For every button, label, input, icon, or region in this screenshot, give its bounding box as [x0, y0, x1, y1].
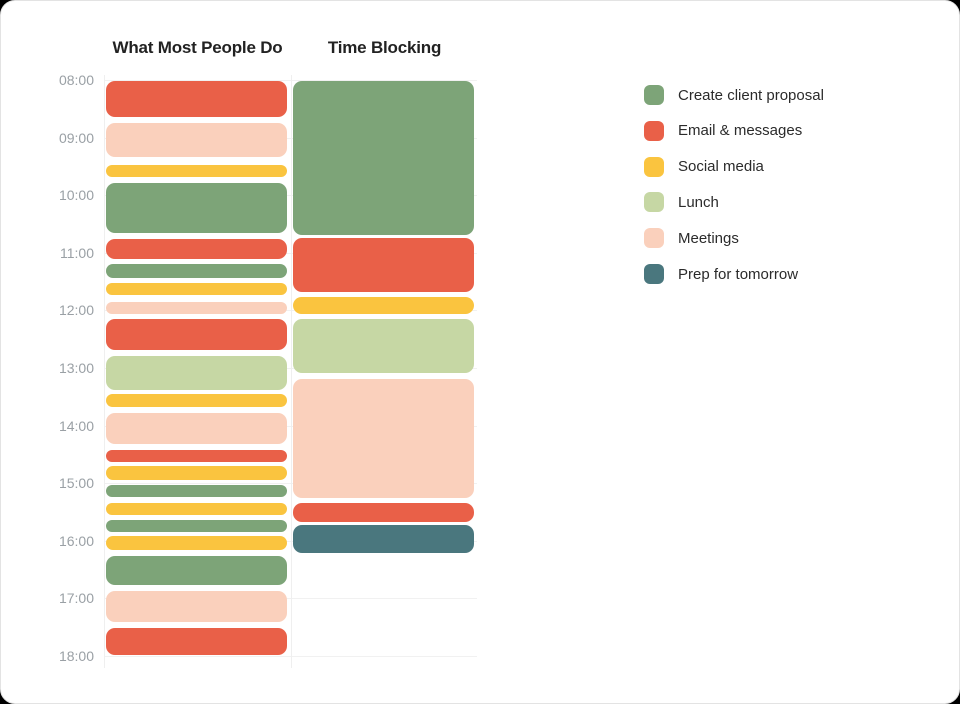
axis-column-divider — [104, 75, 105, 668]
legend-item: Social media — [644, 149, 764, 185]
legend-item: Create client proposal — [644, 77, 824, 113]
event-block — [106, 239, 287, 259]
time-label: 15:00 — [58, 475, 94, 492]
time-label: 11:00 — [60, 244, 94, 261]
event-block — [106, 556, 287, 585]
event-block — [293, 81, 474, 235]
hour-gridline — [104, 252, 477, 254]
event-block — [106, 81, 287, 118]
event-block — [106, 164, 287, 177]
time-label: 10:00 — [58, 187, 94, 204]
legend-item-label: Create client proposal — [678, 86, 824, 104]
legend-item: Lunch — [644, 184, 719, 220]
event-block — [293, 238, 474, 293]
column-divider — [291, 75, 292, 668]
legend-color-swatch — [644, 120, 664, 141]
event-block — [293, 503, 474, 522]
hour-gridline — [104, 425, 477, 427]
legend-item: Email & messages — [644, 113, 802, 149]
hour-gridline — [104, 195, 477, 197]
legend-color-swatch — [644, 264, 664, 284]
event-block — [106, 590, 287, 623]
hour-gridline — [104, 137, 477, 139]
event-block — [293, 378, 474, 498]
column-title-time-blocking: Time Blocking — [327, 38, 442, 57]
legend-item-label: Lunch — [678, 193, 719, 211]
event-block — [106, 519, 287, 533]
hour-gridline — [104, 540, 477, 542]
hour-gridline — [104, 310, 477, 312]
legend-item-label: Email & messages — [678, 122, 803, 140]
event-block — [106, 485, 287, 497]
event-block — [106, 536, 287, 551]
legend-item-label: Social media — [678, 158, 764, 176]
legend-item-label: Prep for tomorrow — [678, 265, 799, 283]
legend-color-swatch — [644, 192, 664, 213]
event-block — [106, 465, 287, 481]
legend-color-swatch — [644, 85, 664, 105]
time-label: 18:00 — [58, 648, 94, 664]
event-block — [106, 628, 287, 655]
event-block — [106, 393, 287, 408]
time-label: 09:00 — [58, 129, 94, 146]
time-label: 08:00 — [58, 72, 94, 88]
hour-gridline — [104, 483, 477, 485]
legend-item-label: Meetings — [678, 229, 739, 247]
event-block — [106, 182, 287, 233]
time-label: 13:00 — [58, 360, 94, 376]
hour-gridline — [104, 598, 477, 600]
event-block — [106, 264, 287, 278]
legend-item: Meetings — [644, 220, 739, 256]
hour-gridline — [104, 656, 477, 657]
event-block — [293, 319, 474, 373]
legend-item: Prep for tomorrow — [644, 256, 798, 292]
event-block — [106, 503, 287, 515]
hour-gridline — [104, 368, 477, 369]
event-block — [106, 449, 287, 463]
column-title-most-people: What Most People Do — [112, 38, 283, 57]
event-block — [106, 413, 287, 444]
time-label: 14:00 — [58, 417, 94, 434]
hour-gridline — [104, 80, 477, 81]
event-block — [293, 297, 474, 315]
legend-color-swatch — [644, 156, 664, 177]
event-block — [293, 525, 474, 554]
legend-color-swatch — [644, 228, 664, 249]
time-label: 16:00 — [58, 532, 94, 549]
event-block — [106, 355, 287, 391]
time-label: 12:00 — [58, 302, 94, 319]
event-block — [106, 301, 287, 315]
event-block — [106, 123, 287, 157]
event-block — [106, 319, 287, 350]
event-block — [106, 282, 287, 295]
time-label: 17:00 — [58, 590, 94, 607]
